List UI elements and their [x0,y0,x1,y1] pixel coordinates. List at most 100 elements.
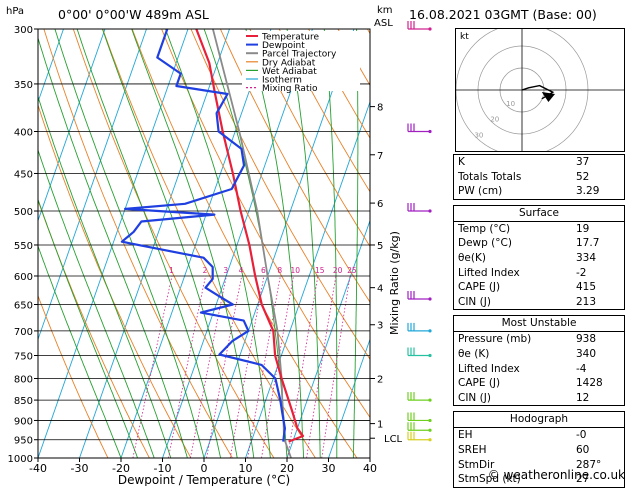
basic-index-row: PW (cm)3.29 [454,184,624,199]
most-unstable-index-row: Pressure (mb) 938 [454,332,624,347]
isotherm-line [80,29,230,458]
pressure-tick-label: 700 [14,327,33,338]
surface-index-row: Dewp (°C) 17.7 [454,236,624,251]
legend-label: Mixing Ratio [262,84,318,94]
hodograph-ring-label: 30 [474,132,483,140]
mixing-ratio-label: 25 [347,266,357,275]
hodograph-index-label: EH [458,428,473,443]
most-unstable-title: Most Unstable [454,316,624,332]
mixing-ratio-label: 4 [239,266,244,275]
wind-barb-dot [428,297,431,300]
pressure-tick-label: 650 [14,301,33,312]
most-unstable-index-value: 12 [576,391,620,406]
pressure-tick-label: 800 [14,374,33,385]
mixing-ratio-label: 2 [203,266,208,275]
mixing-ratio-label: 8 [277,266,282,275]
hodograph-index-label: SREH [458,443,487,458]
wind-barb-dot [428,354,431,357]
wind-barb-dot [428,130,431,133]
most-unstable-index-label: CIN (J) [458,391,491,406]
surface-title: Surface [454,206,624,222]
mixing-ratio-label: 15 [315,266,325,275]
lcl-label: LCL [384,434,403,445]
pressure-tick-label: 950 [14,436,33,447]
pressure-tick-label: 850 [14,396,33,407]
mixing-ratio-line [307,276,336,458]
most-unstable-index-label: Lifted Index [458,362,520,377]
wet-adiabat-line [18,29,171,458]
most-unstable-index-value: 1428 [576,376,620,391]
most-unstable-index-label: CAPE (J) [458,376,500,391]
wind-barb-dot [428,398,431,401]
pressure-tick-label: 450 [14,169,33,180]
km-tick-label: 3 [377,321,383,332]
wind-barb-dot [428,329,431,332]
pressure-tick-label: 350 [14,80,33,91]
pressure-tick-label: 900 [14,416,33,427]
surface-index-label: Temp (°C) [458,222,510,237]
dry-adiabat-line [44,29,233,458]
most-unstable-index-value: 938 [576,332,620,347]
wind-barb-dot [428,419,431,422]
x-tick-label: -30 [71,462,89,475]
mixing-ratio-label: 20 [333,266,343,275]
wind-barb-dot [428,209,431,212]
km-tick-label: 4 [377,284,383,295]
wet-adiabat-line [35,29,187,458]
location-title: 0°00' 0°00'W 489m ASL [58,7,209,22]
hodograph-title: Hodograph [454,412,624,428]
pressure-tick-label: 400 [14,128,33,139]
surface-index-label: θe(K) [458,251,486,266]
wind-barb-dot [428,429,431,432]
basic-index-label: PW (cm) [458,184,502,199]
surface-index-label: Lifted Index [458,266,520,281]
copyright: © weatheronline.co.uk [488,468,625,482]
hodograph-index-row: EH -0 [454,428,624,443]
surface-index-value: 213 [576,295,620,310]
basic-index-value: 37 [576,155,620,170]
km-tick-label: 7 [377,151,383,162]
x-tick-label: 40 [363,462,377,475]
surface-index-row: Lifted Index-2 [454,266,624,281]
surface-index-value: 19 [576,222,620,237]
surface-index-row: CAPE (J)415 [454,280,624,295]
km-unit-label: km [377,5,393,16]
x-tick-label: -40 [29,462,47,475]
wind-barb-dot [428,438,431,441]
most-unstable-index-label: Pressure (mb) [458,332,531,347]
km-tick-label: 5 [377,241,383,252]
basic-index-label: K [458,155,465,170]
pressure-tick-label: 550 [14,241,33,252]
km-tick-label: 1 [377,420,383,431]
basic-index-value: 52 [576,170,620,185]
most-unstable-index-row: θe (K)340 [454,347,624,362]
basic-index-row: K 37 [454,155,624,170]
mixing-ratio-label: 10 [290,266,300,275]
pressure-tick-label: 750 [14,351,33,362]
most-unstable-index-row: CAPE (J) 1428 [454,376,624,391]
x-axis-label: Dewpoint / Temperature (°C) [118,473,290,486]
mixing-ratio-line [322,276,350,458]
most-unstable-index-row: CIN (J) 12 [454,391,624,406]
km-tick-label: 2 [377,374,383,385]
wind-barb-dot [428,27,431,30]
pressure-tick-label: 300 [14,25,33,36]
most-unstable-index-value: 340 [576,347,620,362]
hodograph-index-value: -0 [576,428,620,443]
surface-index-value: 17.7 [576,236,620,251]
wet-adiabat-line [324,29,337,458]
surface-index-row: Temp (°C) 19 [454,222,624,237]
hodograph-unit-label: kt [460,32,469,42]
surface-index-label: Dewp (°C) [458,236,512,251]
surface-index-label: CIN (J) [458,295,491,310]
hpa-unit-label: hPa [6,6,24,17]
mixing-ratio-label: 6 [261,266,266,275]
